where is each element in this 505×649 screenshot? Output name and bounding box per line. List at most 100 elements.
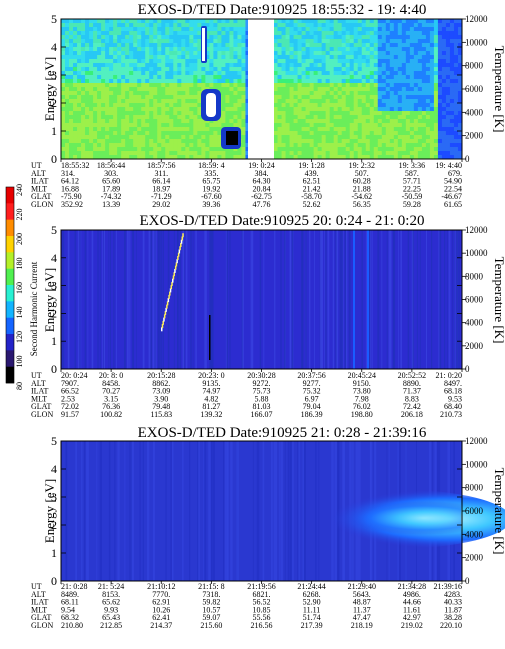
panel-2-y2label: Temperature [K] <box>492 257 505 344</box>
ephem-value: 19: 2:32 <box>349 161 375 170</box>
ephem-value: 7318. <box>202 590 220 599</box>
ephem-value: -75.90 <box>61 192 82 201</box>
ephem-value: 79.48 <box>152 402 170 411</box>
ephem-value: 64.30 <box>253 177 271 186</box>
ephem-value: 62.41 <box>152 613 170 622</box>
ytick-label: 5 <box>51 434 57 448</box>
ephem-value: 587. <box>405 169 419 178</box>
y2tick-label: 4000 <box>465 318 484 328</box>
panel-2-spectrogram <box>61 230 462 369</box>
ephem-value: 439. <box>305 169 319 178</box>
ephem-value: 21:19:56 <box>247 582 275 591</box>
ephem-value: 3.90 <box>154 394 168 403</box>
ytick-label: 1 <box>51 124 57 138</box>
ephem-value: 8890. <box>403 379 421 388</box>
ephem-value: 210.73 <box>440 410 462 419</box>
ephem-value: 29.02 <box>152 200 170 209</box>
ephem-label: GLON <box>31 200 53 209</box>
ephem-value: 6821. <box>253 590 271 599</box>
ephem-value: 74.97 <box>202 387 220 396</box>
y2tick-label: 10000 <box>465 37 488 47</box>
colorbar-label: Second Harmonic Current <box>29 261 39 356</box>
y2tick-label: 2000 <box>465 131 484 141</box>
ephem-value: 11.37 <box>353 605 371 614</box>
ephem-value: 220.10 <box>440 621 462 630</box>
ephem-value: 198.80 <box>351 410 373 419</box>
y2tick-label: 6000 <box>465 295 484 305</box>
ephem-value: 314. <box>61 169 75 178</box>
ephem-label: ILAT <box>31 387 48 396</box>
ephem-value: 44.66 <box>403 598 421 607</box>
ephem-value: 52.62 <box>303 200 321 209</box>
ephem-label: UT <box>31 371 42 380</box>
ephem-value: 9135. <box>202 379 220 388</box>
ephem-value: 18:55:32 <box>61 161 89 170</box>
ytick-label: 0 <box>51 362 57 376</box>
ephem-value: 219.02 <box>401 621 423 630</box>
ephem-value: 68.40 <box>444 402 462 411</box>
y2tick-label: 0 <box>465 154 470 164</box>
ephem-label: ILAT <box>31 177 48 186</box>
ephem-value: 79.04 <box>303 402 321 411</box>
ephem-value: 115.83 <box>150 410 172 419</box>
ephem-label: ILAT <box>31 598 48 607</box>
ephem-value: 65.75 <box>202 177 220 186</box>
ephem-value: 65.60 <box>102 177 120 186</box>
ephem-value: 81.03 <box>253 402 271 411</box>
panel-2-title: EXOS-D/TED Date:910925 20: 0:24 - 21: 0:… <box>140 213 425 229</box>
ephem-value: 76.36 <box>102 402 120 411</box>
ephem-value: 81.27 <box>202 402 220 411</box>
ephem-value: 20:52:52 <box>398 371 426 380</box>
ytick-label: 3 <box>51 279 57 293</box>
ephem-value: 60.28 <box>353 177 371 186</box>
ephem-value: 39.36 <box>202 200 220 209</box>
ephem-value: 21:29:40 <box>348 582 376 591</box>
ephem-value: 9.93 <box>104 605 118 614</box>
ephem-value: 11.61 <box>403 605 421 614</box>
ephem-value: 48.87 <box>353 598 371 607</box>
ephem-value: 17.89 <box>102 184 120 193</box>
ephem-value: 4283. <box>444 590 462 599</box>
ephem-value: 7.98 <box>355 394 369 403</box>
ephem-value: 19.92 <box>202 184 220 193</box>
ytick-label: 2 <box>51 96 57 110</box>
ephem-value: 218.19 <box>351 621 373 630</box>
ytick-label: 4 <box>51 251 57 265</box>
ephem-value: 19: 1:28 <box>298 161 324 170</box>
y2tick-label: 10000 <box>465 248 488 258</box>
ephem-value: 4986. <box>403 590 421 599</box>
ephem-value: 7907. <box>61 379 79 388</box>
y2tick-label: 12000 <box>465 436 488 446</box>
ytick-label: 1 <box>51 334 57 348</box>
ephem-value: 21: 0:20 <box>436 371 462 380</box>
ytick-label: 2 <box>51 306 57 320</box>
panel-1: EXOS-D/TED Date:910925 18:55:32 - 19: 4:… <box>31 2 505 209</box>
ephem-value: 9.54 <box>61 605 75 614</box>
y2tick-label: 4000 <box>465 107 484 117</box>
ephem-value: 8862. <box>152 379 170 388</box>
ephem-value: 91.57 <box>61 410 79 419</box>
panel-2: EXOS-D/TED Date:910925 20: 0:24 - 21: 0:… <box>31 213 505 419</box>
panel-1-y2label: Temperature [K] <box>492 46 505 133</box>
panel-3-spectrogram <box>61 441 505 581</box>
y2tick-label: 8000 <box>465 483 484 493</box>
colorbar: 80 100 120 140 160 180 200 220 240 Second Harmon… <box>5 184 39 390</box>
y2tick-label: 2000 <box>465 341 484 351</box>
ephem-value: -58.70 <box>301 192 322 201</box>
panel-3-title: EXOS-D/TED Date:910925 21: 0:28 - 21:39:… <box>138 425 427 441</box>
ephem-value: 21:10:12 <box>147 582 175 591</box>
panel-2-ylabel: Energy [eV] <box>42 268 57 332</box>
colorbar-tick: 140 <box>15 307 24 319</box>
ephem-label: GLAT <box>31 192 52 201</box>
ephem-value: 5.88 <box>255 394 269 403</box>
y2tick-label: 12000 <box>465 14 488 24</box>
ephem-value: 9277. <box>303 379 321 388</box>
ephem-value: 68.18 <box>444 387 462 396</box>
ephem-value: 42.97 <box>403 613 421 622</box>
ephem-value: 59.07 <box>202 613 220 622</box>
ephem-value: 20.84 <box>253 184 271 193</box>
ephem-value: 9.53 <box>448 394 462 403</box>
colorbar-tick: 220 <box>15 209 24 221</box>
ephem-value: 51.74 <box>303 613 321 622</box>
ytick-label: 1 <box>51 546 57 560</box>
